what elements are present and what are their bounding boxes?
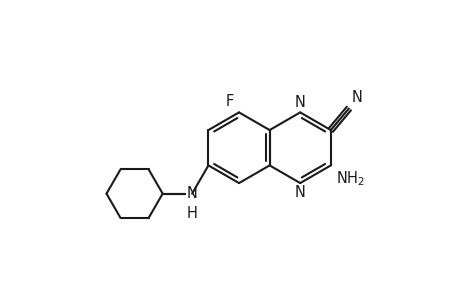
Text: F: F: [225, 94, 233, 109]
Text: N: N: [294, 95, 305, 110]
Text: N: N: [186, 186, 197, 201]
Text: NH$_2$: NH$_2$: [336, 169, 364, 188]
Text: H: H: [186, 206, 197, 221]
Text: N: N: [351, 90, 362, 105]
Text: N: N: [294, 185, 305, 200]
